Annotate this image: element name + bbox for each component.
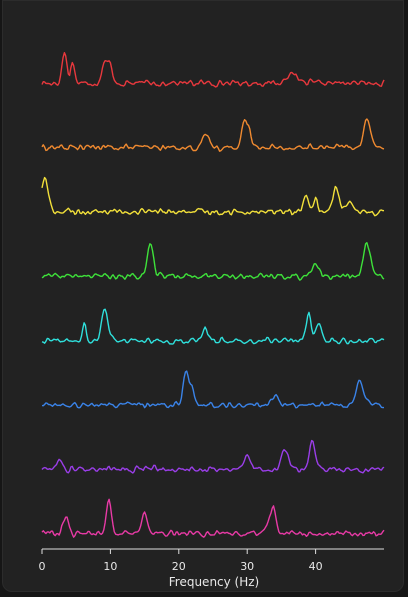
spectrum-line-2 [41, 118, 385, 152]
x-tick-label: 0 [39, 560, 46, 573]
spectra-chart: 0 10 20 30 40 Frequency (Hz) [39, 52, 385, 589]
chart-panel: 0 10 20 30 40 Frequency (Hz) [2, 0, 404, 592]
x-tick-label: 40 [309, 560, 323, 573]
x-tick-label: 30 [240, 560, 254, 573]
spectrum-line-1 [41, 52, 385, 88]
spectrum-line-8 [41, 498, 385, 538]
x-axis: 0 10 20 30 40 [39, 548, 384, 573]
spectrum-line-5 [41, 308, 385, 345]
spectrum-line-6 [41, 370, 384, 409]
x-tick-label: 10 [103, 560, 117, 573]
x-axis-label: Frequency (Hz) [169, 575, 260, 589]
x-tick-label: 20 [172, 560, 186, 573]
spectrum-line-4 [41, 242, 385, 281]
spectrum-line-3 [41, 176, 385, 217]
spectrum-line-7 [41, 439, 385, 474]
series-layer [41, 52, 385, 538]
